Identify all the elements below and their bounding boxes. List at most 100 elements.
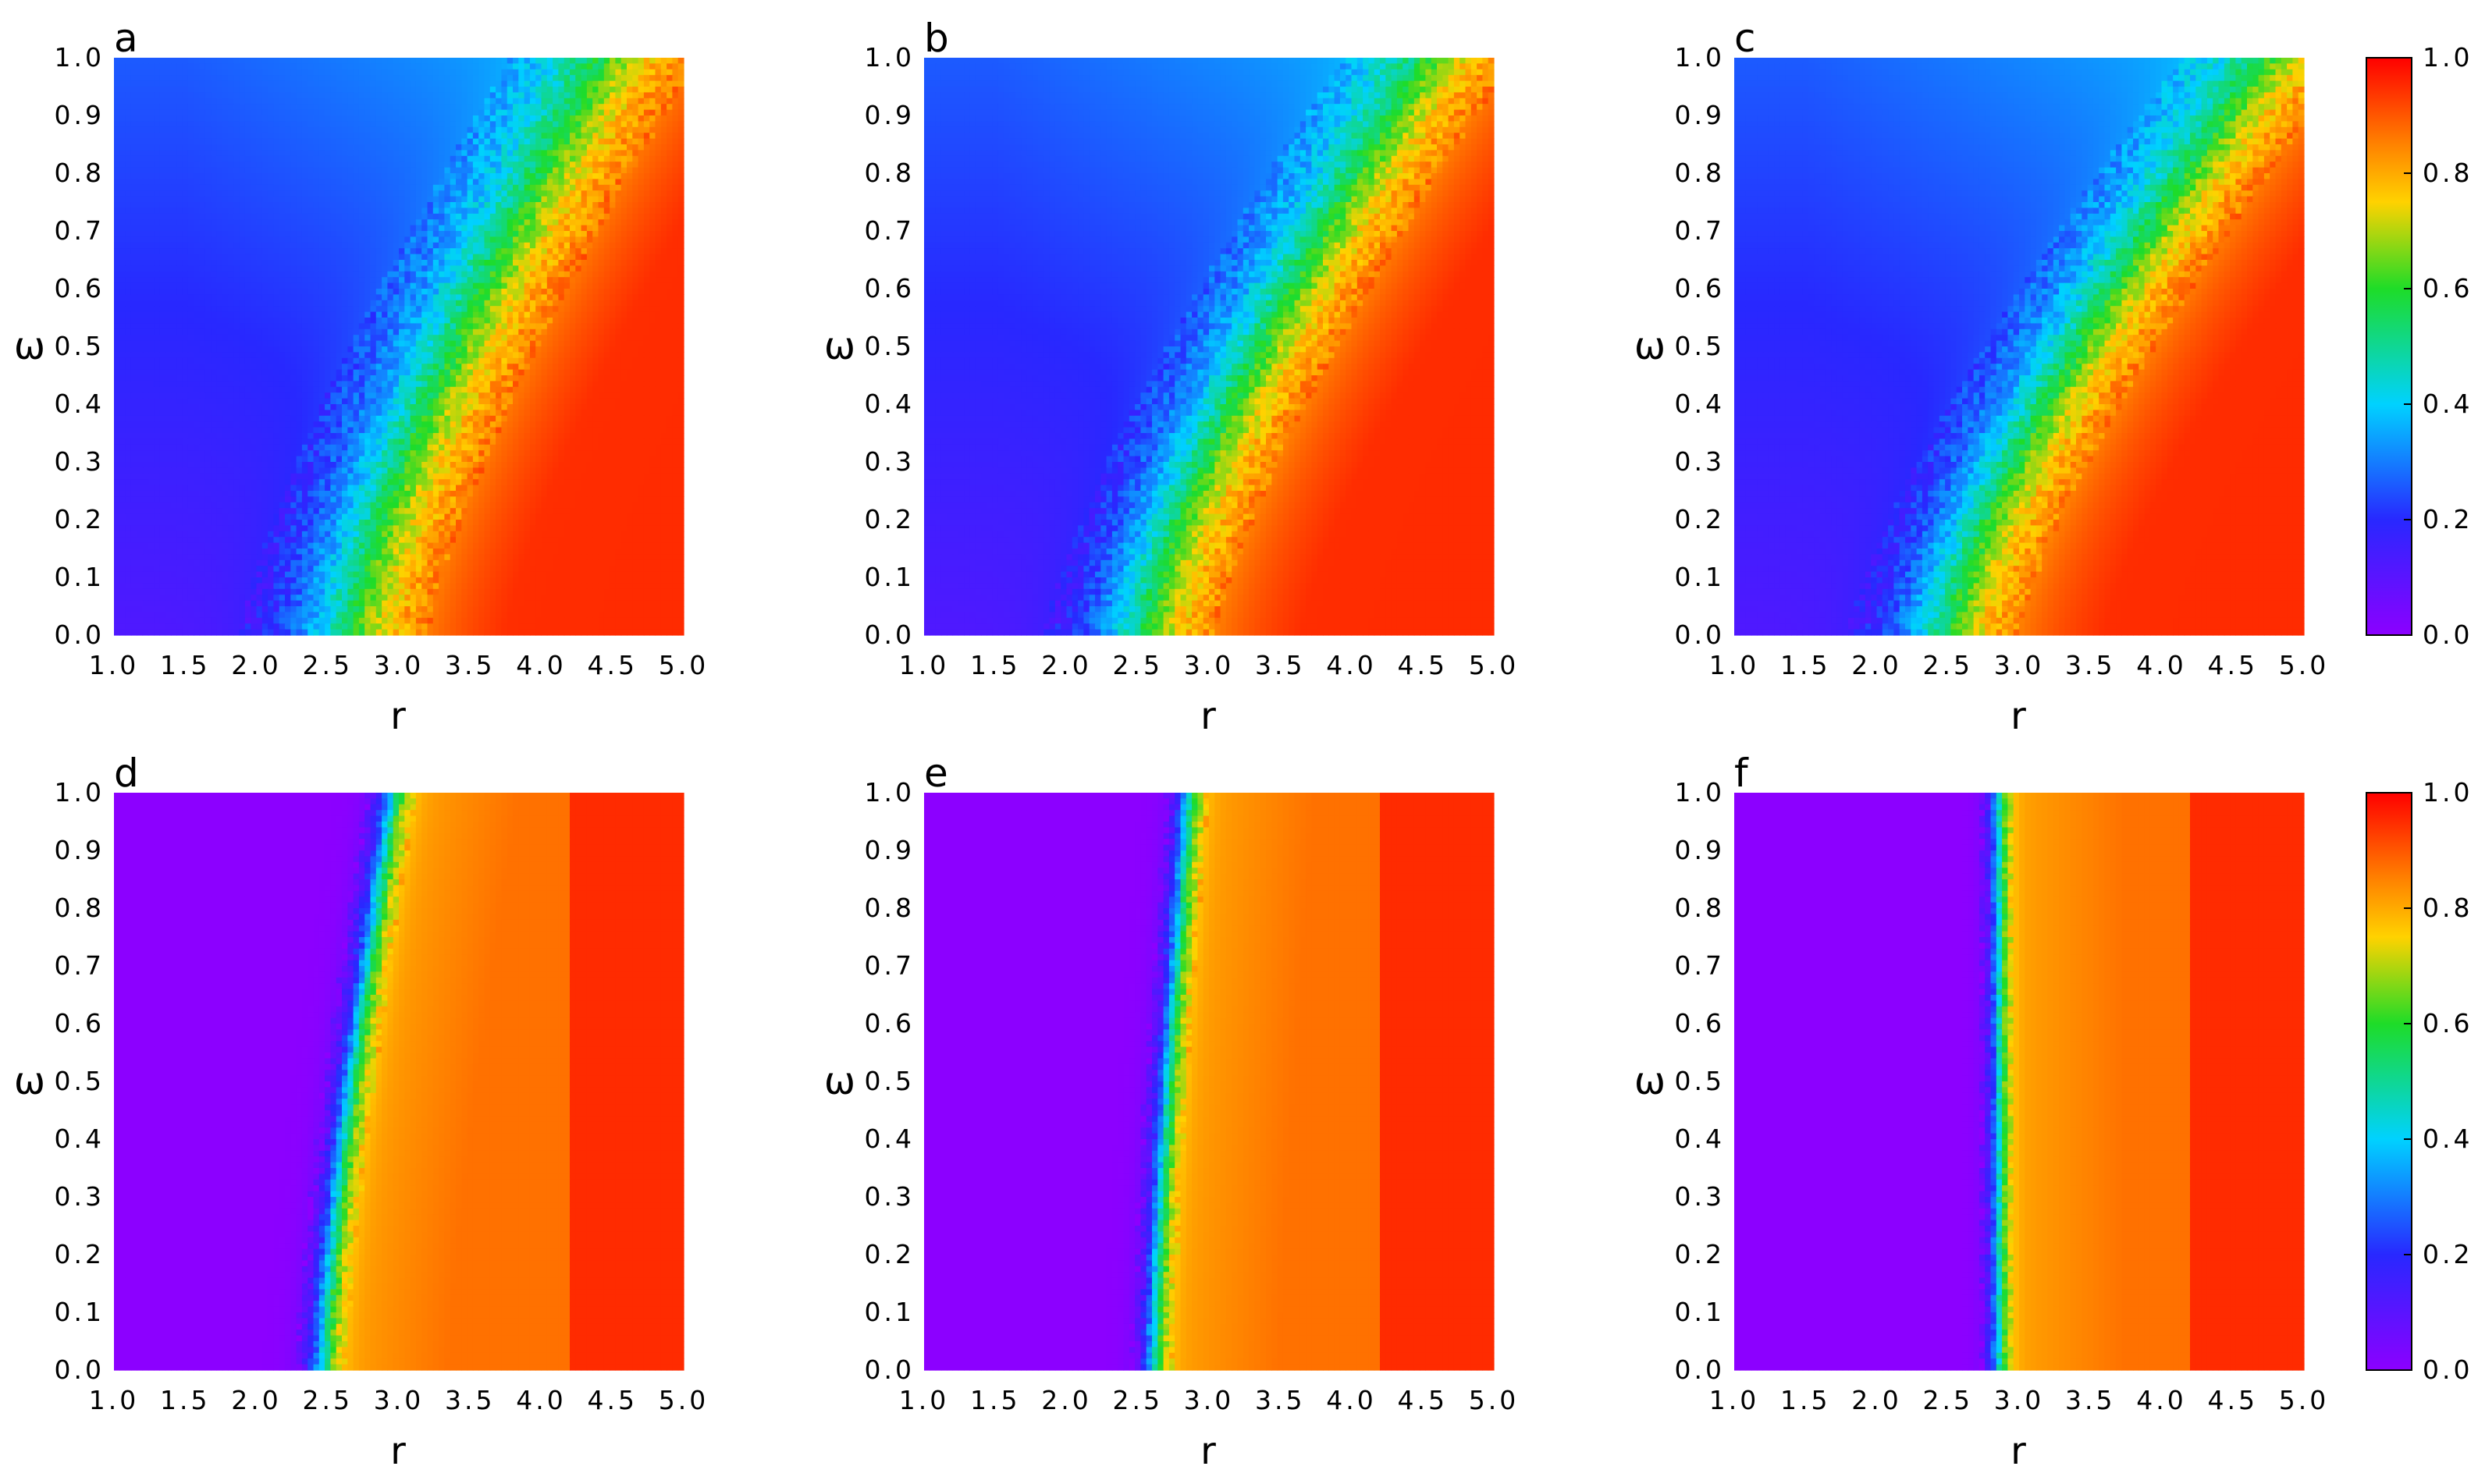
heatmap-cell: [399, 156, 405, 162]
heatmap-cell: [297, 150, 303, 156]
heatmap-cell: [262, 63, 268, 69]
heatmap-cell: [564, 104, 571, 110]
heatmap-cell: [627, 69, 633, 76]
heatmap-cell: [268, 150, 274, 156]
heatmap-cell: [627, 121, 633, 127]
heatmap-cell: [644, 81, 650, 87]
heatmap-cell: [450, 98, 457, 105]
heatmap-cell: [615, 173, 621, 179]
heatmap-cell: [290, 87, 297, 93]
heatmap-cell: [183, 110, 189, 116]
heatmap-cell: [216, 185, 222, 191]
heatmap-cell: [240, 168, 246, 174]
heatmap-cell: [450, 144, 457, 151]
heatmap-cell: [359, 110, 365, 116]
heatmap-cell: [558, 162, 564, 168]
heatmap-cell: [240, 115, 246, 122]
heatmap-cell: [581, 168, 588, 174]
heatmap-cell: [428, 162, 434, 168]
heatmap-cell: [627, 144, 633, 151]
heatmap-cell: [137, 179, 143, 185]
heatmap-cell: [114, 173, 120, 179]
heatmap-cell: [183, 75, 189, 81]
heatmap-cell: [604, 144, 610, 151]
heatmap-cell: [308, 173, 314, 179]
heatmap-cell: [359, 144, 365, 151]
heatmap-cell: [290, 104, 297, 110]
heatmap-cell: [627, 92, 633, 98]
heatmap-cell: [211, 75, 217, 81]
heatmap-cell: [530, 81, 536, 87]
heatmap-cell: [553, 63, 559, 69]
heatmap-cell: [233, 139, 240, 145]
heatmap-cell: [393, 69, 400, 76]
heatmap-cell: [290, 168, 297, 174]
heatmap-cell: [672, 144, 678, 151]
heatmap-cell: [421, 139, 428, 145]
heatmap-cell: [496, 150, 502, 156]
heatmap-cell: [119, 87, 126, 93]
heatmap-cell: [228, 98, 234, 105]
heatmap-cell: [393, 104, 400, 110]
heatmap-cell: [297, 69, 303, 76]
heatmap-cell: [233, 144, 240, 151]
heatmap-cell: [171, 75, 177, 81]
heatmap-cell: [547, 63, 553, 69]
heatmap-cell: [604, 81, 610, 87]
heatmap-cell: [632, 92, 638, 98]
heatmap-cell: [450, 92, 457, 98]
heatmap-cell: [137, 98, 143, 105]
heatmap-cell: [222, 110, 229, 116]
heatmap-cell: [268, 98, 274, 105]
heatmap-cell: [364, 63, 371, 69]
heatmap-cell: [615, 127, 621, 133]
heatmap-cell: [507, 139, 514, 145]
heatmap-cell: [290, 92, 297, 98]
heatmap-cell: [302, 144, 308, 151]
heatmap-cell: [638, 156, 645, 162]
heatmap-cell: [485, 156, 491, 162]
heatmap-cell: [661, 63, 667, 69]
heatmap-cell: [450, 179, 457, 185]
heatmap-cell: [205, 92, 212, 98]
heatmap-cell: [632, 75, 638, 81]
heatmap-cell: [661, 139, 667, 145]
heatmap-cell: [615, 115, 621, 122]
heatmap-cell: [119, 63, 126, 69]
heatmap-cell: [542, 63, 548, 69]
heatmap-cell: [542, 69, 548, 76]
heatmap-cell: [547, 121, 553, 127]
heatmap-cell: [404, 104, 411, 110]
heatmap-cell: [251, 87, 257, 93]
heatmap-cell: [176, 139, 183, 145]
heatmap-cell: [535, 104, 542, 110]
heatmap-cell: [268, 127, 274, 133]
heatmap-cell: [575, 110, 581, 116]
heatmap-cell: [450, 173, 457, 179]
heatmap-cell: [433, 156, 439, 162]
heatmap-cell: [678, 75, 684, 81]
heatmap-cell: [513, 150, 519, 156]
heatmap-cell: [302, 179, 308, 185]
heatmap-cell: [176, 121, 183, 127]
heatmap-cell: [165, 185, 172, 191]
heatmap-cell: [137, 133, 143, 139]
heatmap-cell: [428, 110, 434, 116]
heatmap-cell: [672, 58, 678, 64]
heatmap-cell: [154, 162, 160, 168]
heatmap-cell: [564, 81, 571, 87]
heatmap-cell: [524, 133, 531, 139]
heatmap-cell: [478, 168, 485, 174]
heatmap-cell: [319, 173, 325, 179]
heatmap-cell: [661, 127, 667, 133]
heatmap-cell: [656, 115, 662, 122]
heatmap-cell: [587, 104, 593, 110]
heatmap-cell: [592, 98, 599, 105]
heatmap-cell: [148, 75, 155, 81]
heatmap-cell: [411, 87, 417, 93]
heatmap-cell: [290, 150, 297, 156]
heatmap-cell: [273, 185, 279, 191]
heatmap-cell: [575, 92, 581, 98]
heatmap-cell: [257, 179, 263, 185]
heatmap-cell: [387, 81, 393, 87]
